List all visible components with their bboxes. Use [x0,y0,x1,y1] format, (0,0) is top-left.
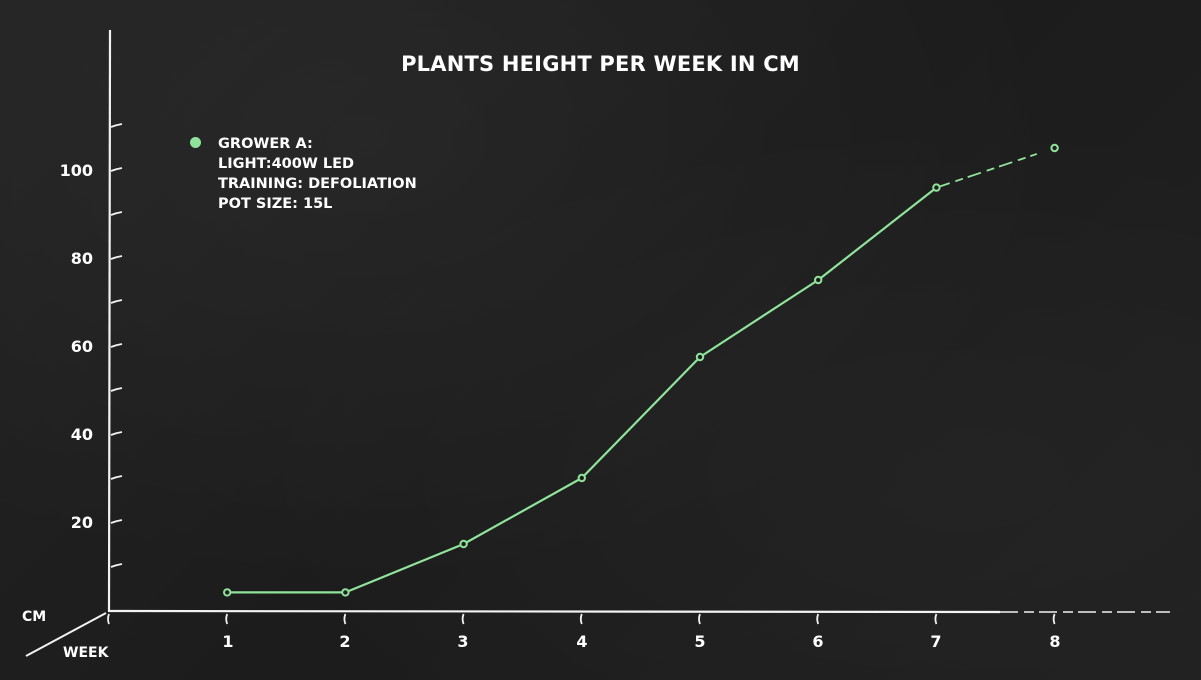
data-point-week-4 [577,473,586,483]
y-tick-mark [110,299,123,304]
y-tick-label-20: 20 [70,513,93,532]
y-tick-mark [110,255,123,260]
series-line-projected [936,153,1038,189]
x-axis-ticks [107,613,1056,625]
x-tick-label-8: 8 [1049,632,1061,651]
x-tick-label-7: 7 [930,632,942,651]
y-tick-label-80: 80 [70,249,93,268]
x-tick-label-5: 5 [694,632,706,651]
y-axis-line [107,29,112,613]
y-tick-mark [110,563,123,568]
y-axis-ticks [110,123,123,568]
series-line-grower-a [227,186,938,594]
x-tick-mark [816,613,820,625]
x-axis-title: WEEK [63,645,109,661]
data-point-week-1 [223,588,232,597]
legend-line-pot-size: POT SIZE: 15L [218,196,333,212]
y-tick-mark [110,167,123,172]
chart-title: PLANTS HEIGHT PER WEEK IN CM [401,52,800,76]
x-tick-label-1: 1 [222,632,234,651]
x-tick-mark [579,613,583,625]
x-tick-mark [934,613,938,625]
depth-axis-line [25,612,107,657]
x-axis-line [107,609,1001,614]
data-point-week-8 [1050,143,1059,153]
x-tick-mark [343,613,347,625]
y-axis-title: CM [22,609,47,625]
data-point-week-7 [932,183,941,192]
x-tick-label-6: 6 [812,632,824,651]
x-tick-mark [698,613,701,625]
legend-text: GROWER A: LIGHT:400W LED TRAINING: DEFOL… [218,134,417,214]
x-tick-mark [225,613,229,625]
legend-line-training: TRAINING: DEFOLIATION [218,176,417,192]
x-tick-mark [461,613,465,625]
x-tick-label-4: 4 [576,632,588,651]
y-tick-mark [110,343,123,348]
y-tick-label-100: 100 [59,161,93,180]
y-tick-mark [110,519,123,524]
y-tick-mark [110,431,123,436]
legend-marker-icon [190,137,201,148]
data-point-week-5 [695,352,705,362]
data-point-week-6 [814,275,823,285]
legend-line-grower: GROWER A: [218,136,313,152]
y-tick-label-40: 40 [70,425,93,444]
legend-line-light: LIGHT:400W LED [218,156,355,172]
series-points [223,143,1059,597]
x-tick-mark [1052,613,1056,625]
x-tick-mark [107,613,110,625]
y-tick-mark [110,123,123,128]
y-tick-mark [110,387,123,392]
y-tick-mark [110,211,123,216]
x-tick-label-2: 2 [339,632,351,651]
data-point-week-2 [341,588,350,597]
data-point-week-3 [459,539,468,549]
y-tick-label-60: 60 [70,337,93,356]
x-tick-label-3: 3 [457,632,469,651]
y-tick-mark [110,475,123,480]
